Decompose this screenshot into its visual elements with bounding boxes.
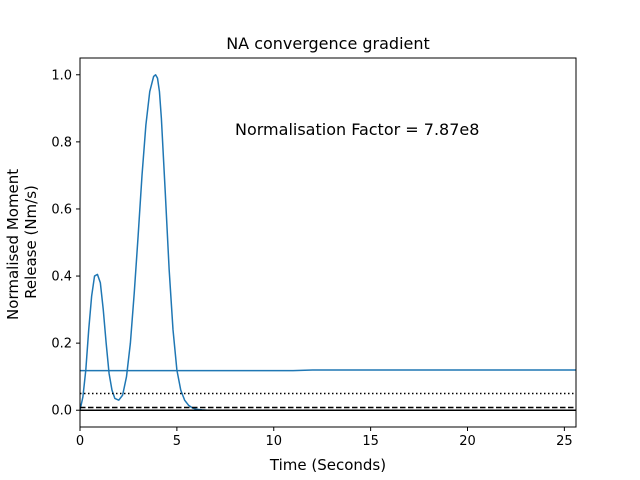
y-tick-label-1: 0.2: [51, 337, 72, 352]
x-tick-label-1: 5: [173, 434, 181, 449]
y-tick-label-3: 0.6: [51, 202, 72, 217]
plot-area: 0 5 10 15 20 25 0.0 0.2 0.4 0.6 0.8 1.0: [51, 57, 577, 449]
series-line-2: [80, 369, 576, 372]
chart-title: NA convergence gradient: [226, 34, 430, 53]
axes-frame: [79, 57, 577, 428]
normalisation-annotation: Normalisation Factor = 7.87e8: [235, 120, 479, 139]
x-tick-label-3: 15: [362, 434, 379, 449]
y-tick-label-4: 0.8: [51, 135, 72, 150]
y-tick-label-0: 0.0: [51, 404, 72, 419]
y-tick-label-5: 1.0: [51, 68, 72, 83]
x-axis-label: Time (Seconds): [269, 456, 386, 474]
series-group: [80, 74, 576, 411]
y-axis-label-line-1: Normalised Moment: [4, 169, 22, 320]
x-tick-label-4: 20: [459, 434, 476, 449]
y-tick-label-2: 0.4: [51, 270, 72, 285]
x-tick-label-5: 25: [556, 434, 573, 449]
x-tick-label-0: 0: [76, 434, 84, 449]
x-tick-label-2: 10: [265, 434, 282, 449]
y-axis-label-line-2: Release (Nm/s): [22, 185, 40, 299]
y-axis-label: Normalised Moment Release (Nm/s): [4, 164, 40, 320]
